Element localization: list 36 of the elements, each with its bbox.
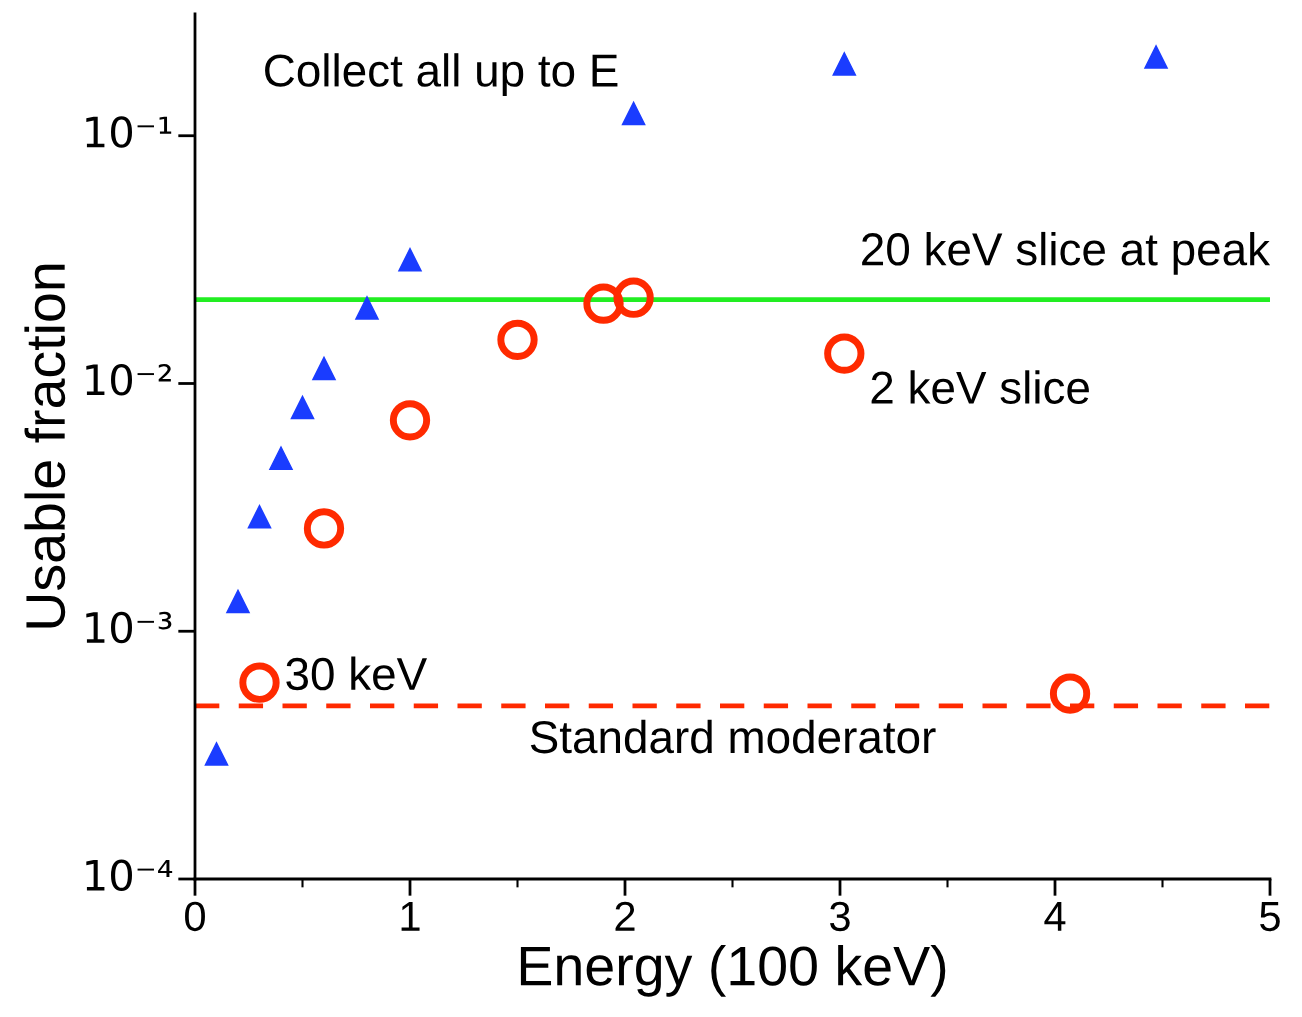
point bbox=[290, 395, 315, 420]
x-tick-label: 1 bbox=[401, 902, 420, 931]
ref-line-label: Standard moderator bbox=[530, 719, 936, 754]
point bbox=[204, 742, 229, 766]
point bbox=[497, 319, 538, 360]
point bbox=[269, 446, 293, 470]
ref-line-label: 20 keV slice at peak bbox=[862, 231, 1271, 275]
x-tick-label: 0 bbox=[185, 901, 205, 932]
annotation: Collect all up to E bbox=[265, 53, 618, 96]
point bbox=[355, 296, 379, 320]
point bbox=[226, 589, 250, 614]
annotation: 2 keV slice bbox=[871, 370, 1089, 404]
annotation: 30 keV bbox=[286, 656, 427, 691]
point bbox=[239, 662, 280, 703]
point bbox=[1144, 45, 1168, 69]
y-tick-label: 10⁻³ bbox=[86, 611, 172, 644]
point bbox=[824, 333, 865, 374]
x-tick-label: 5 bbox=[1260, 902, 1280, 932]
x-tick-label: 4 bbox=[1044, 902, 1066, 931]
x-axis-title: Energy (100 keV) bbox=[520, 944, 946, 997]
point bbox=[398, 247, 422, 272]
point bbox=[621, 101, 646, 126]
point bbox=[1049, 673, 1091, 714]
point bbox=[303, 508, 345, 549]
point bbox=[312, 356, 336, 381]
point bbox=[613, 277, 654, 318]
point bbox=[583, 283, 624, 324]
y-tick-label: 10⁻⁴ bbox=[86, 859, 173, 892]
point bbox=[832, 52, 857, 76]
x-tick-label: 3 bbox=[830, 901, 850, 932]
point bbox=[389, 400, 431, 441]
point bbox=[247, 504, 272, 529]
x-tick-label: 2 bbox=[615, 901, 635, 931]
y-tick-label: 10⁻² bbox=[86, 364, 171, 396]
y-axis-title: Usable fraction bbox=[24, 264, 66, 628]
y-tick-label: 10⁻¹ bbox=[86, 116, 172, 148]
